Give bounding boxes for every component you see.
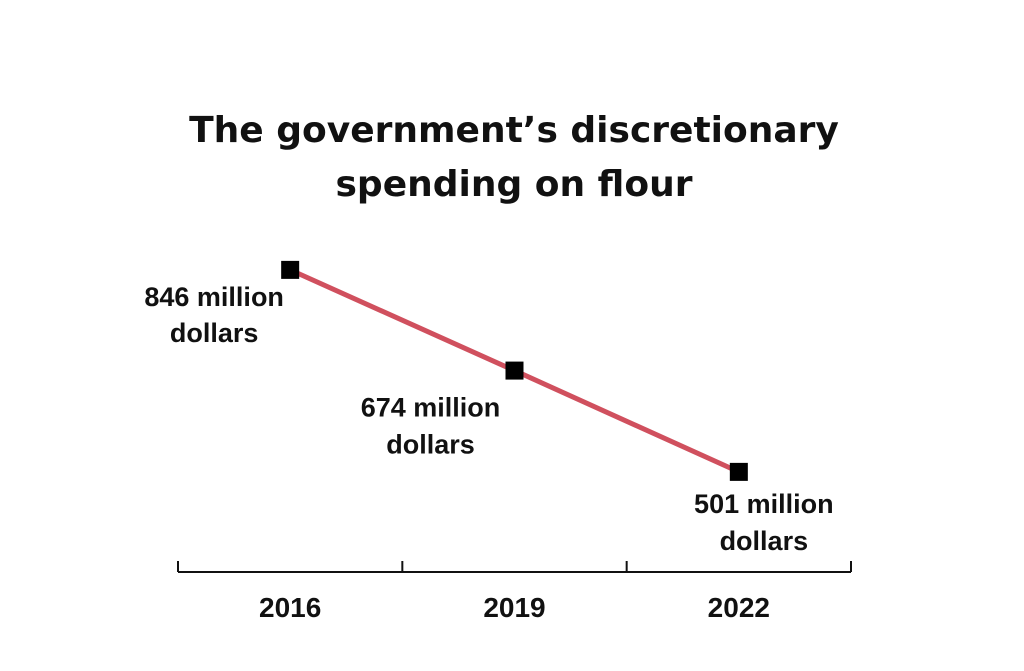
x-tick-label-2022: 2022 <box>708 592 770 623</box>
data-point-2022 <box>729 462 748 481</box>
data-label-2019: 674 million dollars <box>361 393 501 460</box>
data-label-2016: 846 million dollars <box>144 282 284 348</box>
data-point-2019 <box>505 361 524 380</box>
chart-title-line-1: The government’s discretionary <box>189 110 839 151</box>
x-tick-label-2016: 2016 <box>259 592 321 623</box>
data-label-layer: 846 million dollars 674 million dollars 501 … <box>144 282 833 556</box>
point-marker-layer <box>281 260 748 481</box>
x-tick-label-2019: 2019 <box>483 592 545 623</box>
x-axis: 2016 2019 2022 <box>177 561 852 623</box>
data-label-2022: 501 million dollars <box>694 489 834 556</box>
chart-title-line-2: spending on flour <box>336 164 693 205</box>
data-point-2016 <box>281 260 300 279</box>
